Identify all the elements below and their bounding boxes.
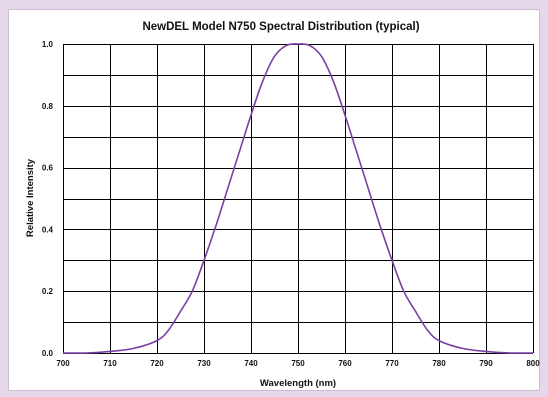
tick-labels: 700 710 720 730 740 750 760 770 780 790 800 0.0 0.2 0… xyxy=(42,40,540,368)
x-tick-label: 750 xyxy=(291,359,305,368)
y-tick-label: 1.0 xyxy=(42,40,54,49)
chart-title: NewDEL Model N750 Spectral Distribution … xyxy=(142,21,419,33)
x-tick-label: 700 xyxy=(56,359,70,368)
x-tick-label: 770 xyxy=(385,359,399,368)
series-layer xyxy=(62,43,534,354)
x-tick-label: 720 xyxy=(150,359,164,368)
x-tick-label: 730 xyxy=(197,359,211,368)
y-tick-label: 0.8 xyxy=(42,102,54,111)
x-tick-label: 790 xyxy=(479,359,493,368)
y-tick-label: 0.6 xyxy=(42,164,54,173)
x-tick-label: 740 xyxy=(244,359,258,368)
y-axis-label: Relative Intensity xyxy=(25,158,36,237)
spectral-curve xyxy=(62,43,534,354)
x-tick-label: 760 xyxy=(338,359,352,368)
x-tick-label: 780 xyxy=(432,359,446,368)
x-tick-label: 710 xyxy=(103,359,117,368)
y-tick-label: 0.2 xyxy=(42,287,54,296)
y-tick-label: 0.4 xyxy=(42,225,54,234)
y-tick-label: 0.0 xyxy=(42,349,54,358)
x-tick-label: 800 xyxy=(526,359,540,368)
x-axis-label: Wavelength (nm) xyxy=(260,378,336,389)
grid-lines xyxy=(63,44,534,354)
